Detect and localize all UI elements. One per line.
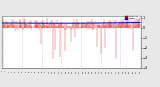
Legend: Normalized, Average: Normalized, Average: [125, 16, 140, 19]
